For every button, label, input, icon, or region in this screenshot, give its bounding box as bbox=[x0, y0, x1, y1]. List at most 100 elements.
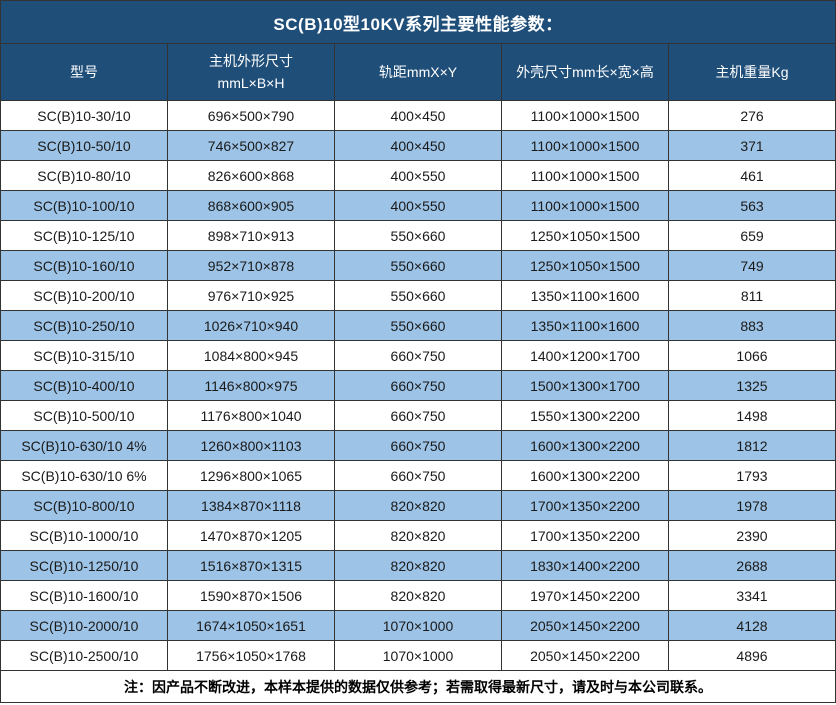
cell-main-dimensions: 1590×870×1506 bbox=[167, 580, 335, 611]
col-header-model: 型号 bbox=[0, 43, 168, 101]
table-row: SC(B)10-50/10 746×500×827 400×450 1100×1000… bbox=[0, 130, 836, 161]
cell-model: SC(B)10-630/10 6% bbox=[0, 460, 168, 491]
cell-main-dimensions: 868×600×905 bbox=[167, 190, 335, 221]
cell-shell-size: 1100×1000×1500 bbox=[501, 190, 669, 221]
cell-track-gauge: 660×750 bbox=[334, 400, 502, 431]
col-header-main-dimensions: 主机外形尺寸 mmL×B×H bbox=[167, 43, 335, 101]
cell-main-dimensions: 898×710×913 bbox=[167, 220, 335, 251]
cell-weight: 2390 bbox=[668, 520, 836, 551]
table-row: SC(B)10-500/10 1176×800×1040 660×750 1550×1… bbox=[0, 400, 836, 431]
col-header-track-gauge: 轨距mmX×Y bbox=[334, 43, 502, 101]
cell-main-dimensions: 1146×800×975 bbox=[167, 370, 335, 401]
cell-track-gauge: 660×750 bbox=[334, 460, 502, 491]
cell-track-gauge: 660×750 bbox=[334, 430, 502, 461]
table-row: SC(B)10-160/10 952×710×878 550×660 1250×105… bbox=[0, 250, 836, 281]
cell-shell-size: 1700×1350×2200 bbox=[501, 490, 669, 521]
cell-track-gauge: 400×450 bbox=[334, 100, 502, 131]
cell-weight: 276 bbox=[668, 100, 836, 131]
cell-main-dimensions: 1516×870×1315 bbox=[167, 550, 335, 581]
cell-weight: 4128 bbox=[668, 610, 836, 641]
cell-shell-size: 2050×1450×2200 bbox=[501, 610, 669, 641]
cell-track-gauge: 660×750 bbox=[334, 340, 502, 371]
cell-model: SC(B)10-30/10 bbox=[0, 100, 168, 131]
cell-model: SC(B)10-800/10 bbox=[0, 490, 168, 521]
cell-main-dimensions: 696×500×790 bbox=[167, 100, 335, 131]
cell-track-gauge: 550×660 bbox=[334, 250, 502, 281]
table-row: SC(B)10-80/10 826×600×868 400×550 1100×1000… bbox=[0, 160, 836, 191]
table-row: SC(B)10-30/10 696×500×790 400×450 1100×1000… bbox=[0, 100, 836, 131]
cell-track-gauge: 1070×1000 bbox=[334, 640, 502, 671]
cell-track-gauge: 400×450 bbox=[334, 130, 502, 161]
cell-model: SC(B)10-80/10 bbox=[0, 160, 168, 191]
cell-shell-size: 1550×1300×2200 bbox=[501, 400, 669, 431]
cell-model: SC(B)10-250/10 bbox=[0, 310, 168, 341]
cell-weight: 461 bbox=[668, 160, 836, 191]
table-row: SC(B)10-630/10 6% 1296×800×1065 660×750 160… bbox=[0, 460, 836, 491]
cell-track-gauge: 1070×1000 bbox=[334, 610, 502, 641]
cell-model: SC(B)10-100/10 bbox=[0, 190, 168, 221]
cell-main-dimensions: 1756×1050×1768 bbox=[167, 640, 335, 671]
cell-model: SC(B)10-2000/10 bbox=[0, 610, 168, 641]
cell-model: SC(B)10-2500/10 bbox=[0, 640, 168, 671]
cell-main-dimensions: 1026×710×940 bbox=[167, 310, 335, 341]
cell-model: SC(B)10-125/10 bbox=[0, 220, 168, 251]
cell-model: SC(B)10-1600/10 bbox=[0, 580, 168, 611]
cell-main-dimensions: 976×710×925 bbox=[167, 280, 335, 311]
table-row: SC(B)10-1250/10 1516×870×1315 820×820 1830×… bbox=[0, 550, 836, 581]
cell-main-dimensions: 826×600×868 bbox=[167, 160, 335, 191]
cell-shell-size: 1100×1000×1500 bbox=[501, 130, 669, 161]
table-row: SC(B)10-2500/10 1756×1050×1768 1070×1000 20… bbox=[0, 640, 836, 671]
cell-shell-size: 1600×1300×2200 bbox=[501, 430, 669, 461]
cell-shell-size: 1830×1400×2200 bbox=[501, 550, 669, 581]
cell-weight: 1498 bbox=[668, 400, 836, 431]
cell-shell-size: 1100×1000×1500 bbox=[501, 100, 669, 131]
table-body: SC(B)10-30/10 696×500×790 400×450 1100×1000… bbox=[0, 100, 836, 671]
cell-weight: 563 bbox=[668, 190, 836, 221]
page-title: SC(B)10型10KV系列主要性能参数： bbox=[0, 0, 836, 44]
cell-model: SC(B)10-50/10 bbox=[0, 130, 168, 161]
cell-shell-size: 2050×1450×2200 bbox=[501, 640, 669, 671]
table-note: 注：因产品不断改进，本样本提供的数据仅供参考；若需取得最新尺寸，请及时与本公司联… bbox=[0, 670, 836, 703]
cell-track-gauge: 820×820 bbox=[334, 490, 502, 521]
cell-main-dimensions: 1176×800×1040 bbox=[167, 400, 335, 431]
cell-track-gauge: 820×820 bbox=[334, 520, 502, 551]
cell-model: SC(B)10-1250/10 bbox=[0, 550, 168, 581]
col-header-shell-size: 外壳尺寸mm长×宽×高 bbox=[501, 43, 669, 101]
table-row: SC(B)10-250/10 1026×710×940 550×660 1350×11… bbox=[0, 310, 836, 341]
cell-model: SC(B)10-500/10 bbox=[0, 400, 168, 431]
cell-model: SC(B)10-160/10 bbox=[0, 250, 168, 281]
cell-model: SC(B)10-630/10 4% bbox=[0, 430, 168, 461]
cell-weight: 3341 bbox=[668, 580, 836, 611]
cell-shell-size: 1500×1300×1700 bbox=[501, 370, 669, 401]
cell-shell-size: 1970×1450×2200 bbox=[501, 580, 669, 611]
cell-shell-size: 1400×1200×1700 bbox=[501, 340, 669, 371]
table-row: SC(B)10-400/10 1146×800×975 660×750 1500×13… bbox=[0, 370, 836, 401]
cell-weight: 1066 bbox=[668, 340, 836, 371]
cell-track-gauge: 550×660 bbox=[334, 280, 502, 311]
cell-model: SC(B)10-1000/10 bbox=[0, 520, 168, 551]
cell-weight: 883 bbox=[668, 310, 836, 341]
cell-model: SC(B)10-315/10 bbox=[0, 340, 168, 371]
cell-model: SC(B)10-400/10 bbox=[0, 370, 168, 401]
cell-weight: 749 bbox=[668, 250, 836, 281]
col-header-weight: 主机重量Kg bbox=[668, 43, 836, 101]
cell-shell-size: 1600×1300×2200 bbox=[501, 460, 669, 491]
cell-weight: 371 bbox=[668, 130, 836, 161]
table-row: SC(B)10-1000/10 1470×870×1205 820×820 1700×… bbox=[0, 520, 836, 551]
cell-weight: 1793 bbox=[668, 460, 836, 491]
cell-main-dimensions: 952×710×878 bbox=[167, 250, 335, 281]
cell-main-dimensions: 746×500×827 bbox=[167, 130, 335, 161]
cell-main-dimensions: 1470×870×1205 bbox=[167, 520, 335, 551]
cell-shell-size: 1250×1050×1500 bbox=[501, 220, 669, 251]
cell-weight: 2688 bbox=[668, 550, 836, 581]
cell-shell-size: 1350×1100×1600 bbox=[501, 310, 669, 341]
cell-track-gauge: 400×550 bbox=[334, 190, 502, 221]
cell-weight: 811 bbox=[668, 280, 836, 311]
table-row: SC(B)10-1600/10 1590×870×1506 820×820 1970×… bbox=[0, 580, 836, 611]
cell-weight: 1812 bbox=[668, 430, 836, 461]
cell-main-dimensions: 1260×800×1103 bbox=[167, 430, 335, 461]
table-row: SC(B)10-125/10 898×710×913 550×660 1250×105… bbox=[0, 220, 836, 251]
cell-main-dimensions: 1674×1050×1651 bbox=[167, 610, 335, 641]
